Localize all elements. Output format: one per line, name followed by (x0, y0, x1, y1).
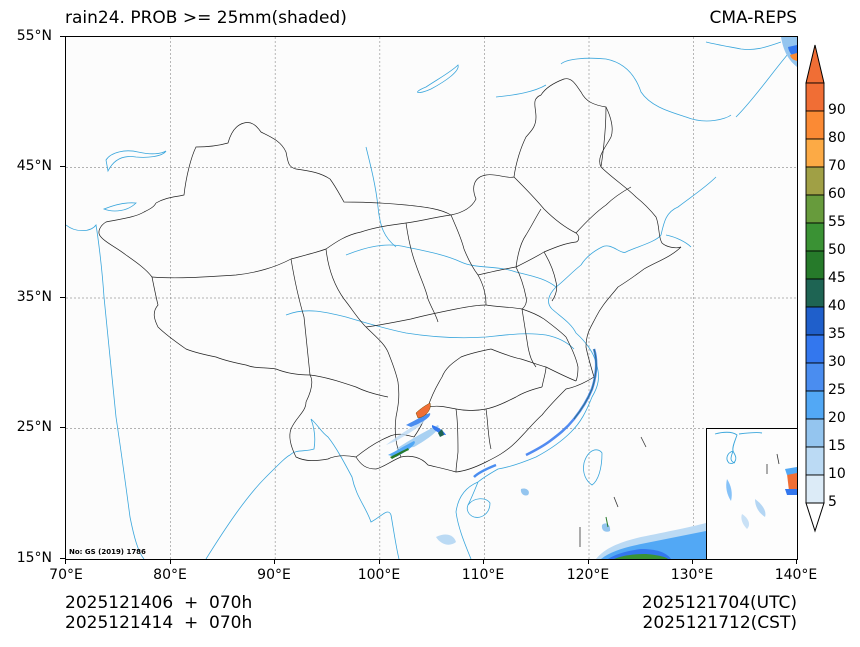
colorbar-segment (805, 278, 825, 308)
chart-title: rain24. PROB >= 25mm(shaded) (65, 8, 347, 28)
colorbar-tick-label: 90 (828, 102, 846, 118)
colorbar-tick-label: 10 (828, 466, 846, 482)
x-tick-label-80E: 80°E (153, 567, 187, 583)
map-approval-credit: No: GS (2019) 1786 (69, 548, 146, 556)
south-china-sea-inset (706, 428, 798, 560)
colorbar-extend-bottom-arrow (805, 502, 825, 533)
colorbar-segment (805, 250, 825, 280)
colorbar-tick-label: 30 (828, 354, 846, 370)
x-tick-label-140E: 140°E (774, 567, 818, 583)
x-tick-label-90E: 90°E (257, 567, 291, 583)
colorbar-tick-label: 55 (828, 214, 846, 230)
x-tick-mark (483, 559, 484, 564)
colorbar-segment (805, 418, 825, 448)
x-tick-mark (170, 559, 171, 564)
y-tick-label-35N: 35°N (16, 289, 52, 305)
colorbar-segment (805, 306, 825, 336)
colorbar-tick-label: 50 (828, 242, 846, 258)
x-tick-mark (65, 559, 66, 564)
x-tick-label-70E: 70°E (49, 567, 83, 583)
x-tick-label-120E: 120°E (566, 567, 610, 583)
y-tick-mark (60, 427, 65, 428)
valid-time-cst: 2025121712(CST) (642, 613, 797, 633)
inset-canvas (714, 431, 797, 529)
x-tick-mark (692, 559, 693, 564)
x-tick-mark (274, 559, 275, 564)
colorbar-tick-label: 15 (828, 438, 846, 454)
colorbar-segment (805, 194, 825, 224)
map-plot-area (65, 36, 798, 560)
colorbar-segment (805, 446, 825, 476)
map-canvas (66, 37, 797, 559)
province-boundaries (98, 78, 682, 473)
colorbar-tick-label: 20 (828, 410, 846, 426)
init-time-utc: 2025121406 + 070h (65, 593, 253, 613)
colorbar-tick-label: 45 (828, 270, 846, 286)
y-tick-label-45N: 45°N (16, 158, 52, 174)
x-tick-label-100E: 100°E (357, 567, 401, 583)
init-time-block: 2025121406 + 070h 2025121414 + 070h (65, 593, 252, 633)
colorbar-segment (805, 222, 825, 252)
x-tick-label-130E: 130°E (670, 567, 714, 583)
valid-time-utc: 2025121704(UTC) (641, 593, 797, 613)
colorbar-segment (805, 362, 825, 392)
colorbar-tick-label: 40 (828, 298, 846, 314)
y-tick-label-25N: 25°N (16, 419, 52, 435)
colorbar-segment (805, 82, 825, 112)
colorbar-segment (805, 390, 825, 420)
colorbar-extend-top-arrow (805, 44, 825, 84)
x-tick-mark (588, 559, 589, 564)
y-tick-label-15N: 15°N (16, 550, 52, 566)
init-time-cst: 2025121414 + 070h (65, 613, 253, 633)
colorbar-segments (805, 82, 825, 504)
y-tick-mark (60, 36, 65, 37)
model-name: CMA-REPS (709, 8, 797, 28)
y-tick-mark (60, 166, 65, 167)
colorbar-tick-label: 80 (828, 130, 846, 146)
colorbar-tick-label: 5 (828, 494, 837, 510)
colorbar-segment (805, 166, 825, 196)
colorbar-segment (805, 474, 825, 504)
colorbar-tick-label: 25 (828, 382, 846, 398)
colorbar (805, 44, 825, 533)
y-tick-mark (60, 297, 65, 298)
colorbar-tick-label: 60 (828, 186, 846, 202)
y-tick-label-55N: 55°N (16, 28, 52, 44)
x-tick-label-110E: 110°E (461, 567, 505, 583)
colorbar-segment (805, 334, 825, 364)
colorbar-segment (805, 138, 825, 168)
gridlines (66, 37, 797, 559)
colorbar-tick-label: 35 (828, 326, 846, 342)
colorbar-tick-label: 70 (828, 158, 846, 174)
y-tick-mark (60, 558, 65, 559)
coastlines (66, 41, 795, 559)
valid-time-block: 2025121704(UTC) 2025121712(CST) (642, 593, 797, 633)
x-tick-mark (379, 559, 380, 564)
precip-shading (386, 37, 797, 559)
colorbar-segment (805, 110, 825, 140)
x-tick-mark (796, 559, 797, 564)
